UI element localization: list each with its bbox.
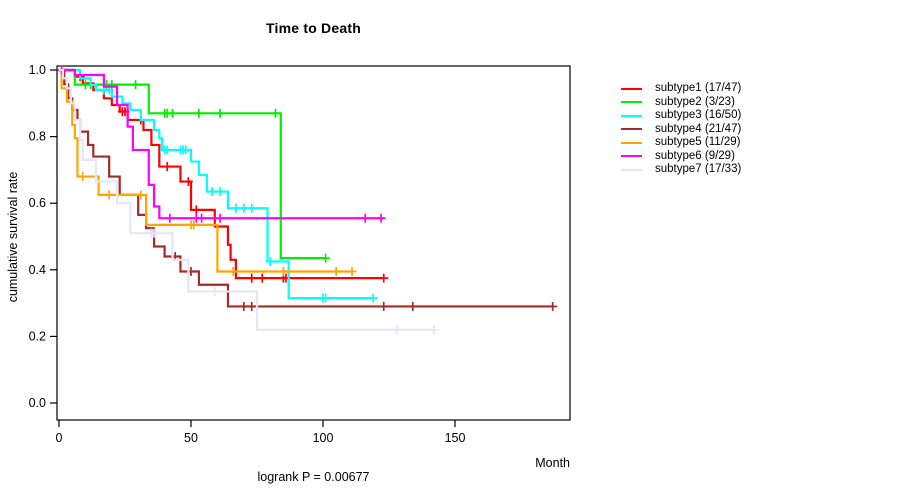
legend-item-subtype3: subtype3 (16/50) [621,109,741,123]
x-tick-label: 100 [313,431,334,445]
x-tick-label: 50 [184,431,198,445]
legend-label: subtype3 (16/50) [655,109,742,121]
legend-line-icon [621,101,642,104]
y-tick-label: 1.0 [29,63,46,77]
y-tick-label: 0.2 [29,329,46,343]
y-tick-label: 0.6 [29,196,46,210]
legend-line-icon [621,128,642,131]
legend-item-subtype1: subtype1 (17/47) [621,82,741,96]
legend-line-icon [621,168,642,171]
km-curve-subtype1 [59,68,384,280]
legend-item-subtype7: subtype7 (17/33) [621,163,741,177]
km-curve-subtype2 [59,68,326,260]
legend: subtype1 (17/47) subtype2 (3/23) subtype3 … [621,82,741,177]
legend-item-subtype4: subtype4 (21/47) [621,123,741,137]
legend-line-icon [621,114,642,117]
legend-line-icon [621,87,642,90]
legend-line-icon [621,155,642,158]
km-curve-subtype7 [59,68,434,331]
y-axis-label: cumulative survival rate [6,171,20,303]
legend-item-subtype2: subtype2 (3/23) [621,96,741,110]
y-tick-label: 0.4 [29,263,46,277]
legend-item-subtype5: subtype5 (11/29) [621,136,741,150]
legend-label: subtype5 (11/29) [655,136,741,148]
legend-item-subtype6: subtype6 (9/29) [621,150,741,164]
legend-label: subtype2 (3/23) [655,95,735,108]
y-tick-label: 0.0 [29,396,46,410]
legend-label: subtype6 (9/29) [655,149,735,162]
legend-label: subtype7 (17/33) [655,163,742,175]
x-tick-label: 0 [56,431,63,445]
x-axis-label: Month [535,456,570,470]
x-tick-label: 150 [445,431,466,445]
logrank-pvalue-caption: logrank P = 0.00677 [257,470,370,484]
legend-label: subtype4 (21/47) [655,122,742,135]
plot-box [56,65,571,421]
km-curve-subtype5 [59,68,353,273]
y-tick-label: 0.8 [29,130,46,144]
legend-line-icon [621,141,642,144]
chart-title: Time to Death [266,20,361,36]
legend-label: subtype1 (17/47) [655,82,742,94]
km-curve-subtype6 [59,68,384,220]
km-curve-subtype3 [59,68,374,300]
